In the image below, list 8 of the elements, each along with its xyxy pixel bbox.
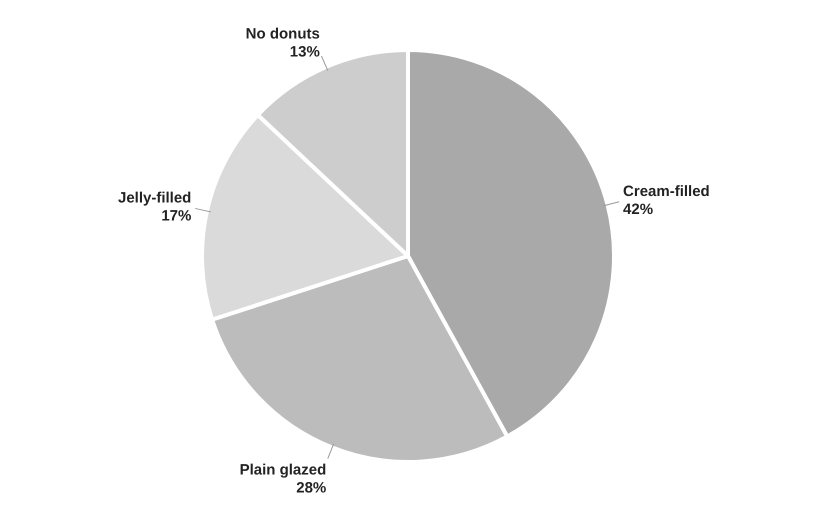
data-label: 42% — [623, 200, 654, 218]
slice-label: Plain glazed — [240, 462, 326, 479]
data-label: 17% — [161, 208, 192, 225]
data-label: 13% — [290, 43, 320, 60]
slice-label: Cream-filled — [623, 182, 710, 200]
slice-label: No donuts — [246, 25, 320, 42]
data-label: 28% — [296, 480, 326, 497]
slice-label: Jelly-filled — [118, 190, 192, 207]
